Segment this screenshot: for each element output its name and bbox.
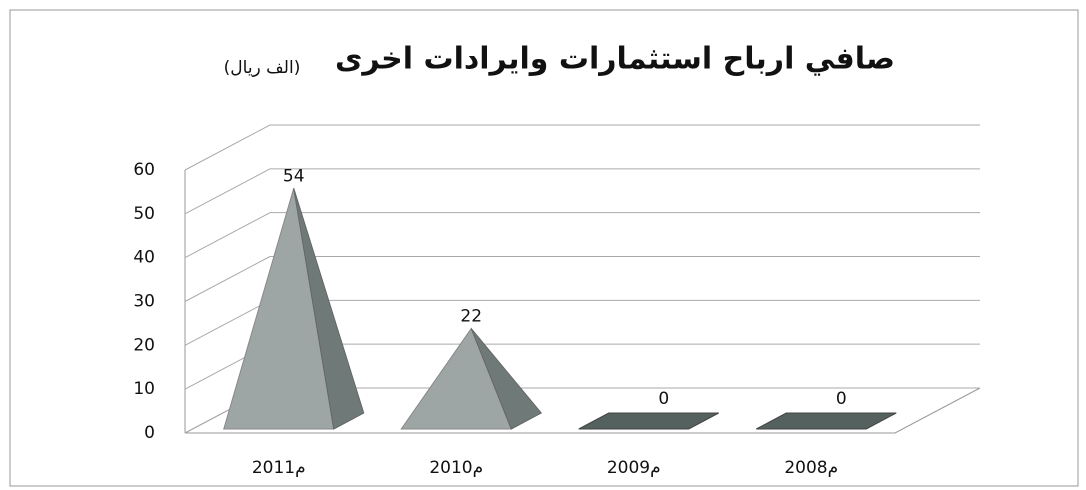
pyramid-base xyxy=(578,412,719,430)
chart-title: صافي ارباح استثمارات وايرادات اخرى xyxy=(335,42,895,77)
pyramid-base xyxy=(756,412,897,430)
chart-frame xyxy=(9,9,1079,487)
x-tick-label: 2009م xyxy=(607,458,661,478)
x-tick-label: 2011م xyxy=(252,458,306,478)
x-tick-label: 2010م xyxy=(429,458,483,478)
grid-line xyxy=(184,124,271,171)
y-tick-label: 50 xyxy=(133,204,155,224)
pyramid-side xyxy=(470,328,543,430)
y-tick-label: 10 xyxy=(133,379,155,399)
y-tick-label: 40 xyxy=(133,248,155,268)
value-label: 0 xyxy=(836,389,847,409)
value-label: 0 xyxy=(658,389,669,409)
y-tick-label: 0 xyxy=(144,423,155,443)
grid-line xyxy=(184,168,271,215)
chart-subtitle: (الف ريال) xyxy=(224,58,301,78)
pyramid-side xyxy=(293,188,365,430)
grid-line xyxy=(184,299,271,346)
y-tick-label: 60 xyxy=(133,160,155,180)
value-label: 54 xyxy=(283,166,305,186)
y-tick-label: 30 xyxy=(133,292,155,312)
grid-line xyxy=(184,212,271,259)
grid-line xyxy=(184,256,271,302)
value-label: 22 xyxy=(460,307,482,327)
y-tick-label: 20 xyxy=(133,335,155,355)
x-tick-label: 2008م xyxy=(784,458,838,478)
